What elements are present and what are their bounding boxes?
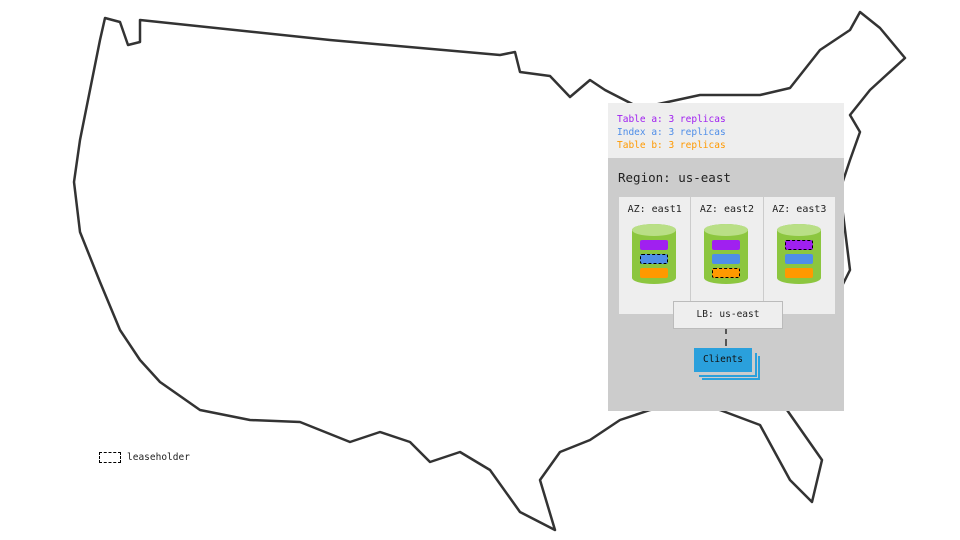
- az-east2: AZ: east2: [691, 197, 764, 314]
- replica-table-a: [712, 240, 741, 250]
- az-label: AZ: east1: [627, 204, 682, 215]
- clients-box: Clients: [694, 348, 752, 372]
- replica-table-b-leaseholder: [712, 268, 741, 278]
- replica-legend: Table a: 3 replicas Index a: 3 replicas …: [608, 103, 844, 158]
- leaseholder-key: leaseholder: [99, 452, 190, 463]
- replica-index-a: [712, 254, 741, 264]
- region-panel: Table a: 3 replicas Index a: 3 replicas …: [608, 103, 844, 411]
- legend-table-a: Table a: 3 replicas: [617, 114, 726, 125]
- replica-table-b: [784, 268, 813, 278]
- dashed-box-icon: [99, 452, 121, 463]
- leaseholder-key-label: leaseholder: [127, 452, 190, 463]
- load-balancer: LB: us-east: [673, 301, 783, 329]
- database-icon: [632, 224, 676, 284]
- az-east3: AZ: east3: [764, 197, 835, 314]
- az-label: AZ: east3: [772, 204, 827, 215]
- az-east1: AZ: east1: [619, 197, 692, 314]
- replica-table-a-leaseholder: [784, 240, 813, 250]
- availability-zones: AZ: east1 AZ: east2 AZ: east3: [619, 197, 835, 314]
- replica-table-a: [640, 240, 668, 250]
- database-icon: [776, 224, 821, 284]
- legend-index-a: Index a: 3 replicas: [617, 127, 726, 138]
- replica-table-b: [640, 268, 668, 278]
- az-label: AZ: east2: [699, 204, 755, 215]
- database-icon: [704, 224, 749, 284]
- region-title: Region: us-east: [618, 170, 731, 185]
- replica-index-a-leaseholder: [640, 254, 668, 264]
- legend-table-b: Table b: 3 replicas: [617, 140, 726, 151]
- replica-index-a: [784, 254, 813, 264]
